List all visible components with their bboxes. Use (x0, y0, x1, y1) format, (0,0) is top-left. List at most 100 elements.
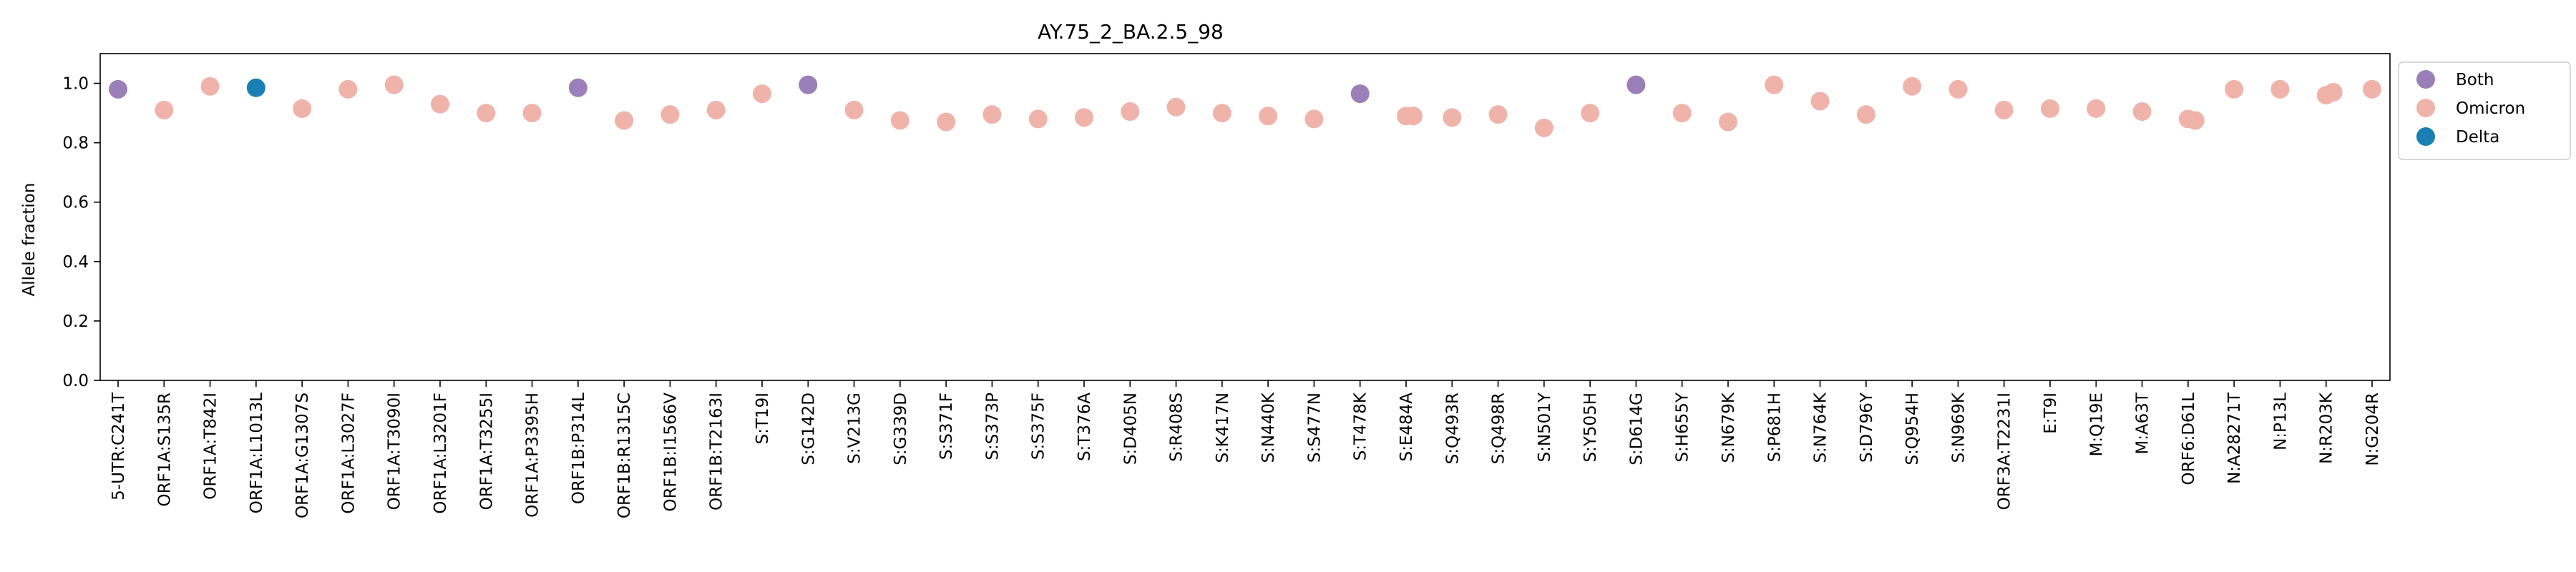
x-tick-label: N:R203K (2318, 392, 2336, 464)
x-tick-label: S:D614G (1627, 393, 1646, 465)
data-point-omicron (1028, 109, 1048, 129)
data-point-omicron (890, 111, 909, 130)
x-tick-label: ORF6:D61L (2180, 393, 2198, 485)
data-point-omicron (1581, 104, 1600, 123)
legend-marker (2416, 70, 2435, 89)
x-tick-label: ORF3A:T2231I (1996, 393, 2014, 510)
data-point-omicron (384, 75, 404, 94)
data-point-both (799, 75, 818, 94)
data-point-omicron (2270, 79, 2290, 99)
data-point-omicron (982, 105, 1002, 124)
data-point-both (109, 79, 127, 99)
data-point-omicron (2041, 99, 2059, 118)
x-tick-label: S:T19I (753, 393, 772, 444)
x-tick-label: ORF1B:T2163I (708, 393, 726, 511)
x-tick-label: S:T376A (1075, 393, 1094, 461)
data-point-delta (246, 78, 265, 97)
y-tick-label: 0.6 (62, 194, 89, 212)
data-point-omicron (1810, 92, 1830, 111)
x-tick-label: ORF1B:P314L (570, 393, 588, 504)
data-point-omicron (2323, 83, 2343, 102)
legend-marker (2416, 127, 2435, 146)
x-tick-label: S:R408S (1168, 393, 1186, 462)
x-tick-label: ORF1A:T3255I (477, 393, 496, 510)
data-point-omicron (338, 79, 358, 99)
x-tick-label: S:D405N (1121, 393, 1140, 465)
x-tick-label: S:Q493R (1443, 393, 1462, 464)
data-point-omicron (522, 104, 542, 123)
y-tick-label: 0.0 (62, 372, 89, 390)
y-tick-label: 1.0 (62, 75, 89, 94)
x-tick-label: S:D796Y (1858, 392, 1876, 463)
x-tick-label: S:Q498R (1490, 393, 1508, 464)
x-tick-label: 5-UTR:C241T (109, 392, 128, 500)
x-tick-label: S:Y505H (1581, 393, 1600, 463)
legend-frame (2398, 61, 2571, 160)
x-tick-label: ORF1A:T842I (202, 393, 220, 500)
data-point-omicron (660, 105, 680, 124)
x-tick-label: ORF1A:L3027F (339, 393, 358, 514)
legend-label: Both (2456, 71, 2494, 89)
data-point-omicron (1994, 100, 2014, 119)
data-point-omicron (1075, 108, 1093, 127)
y-tick-label: 0.8 (62, 134, 89, 153)
x-tick-label: N:G204R (2363, 393, 2382, 466)
x-tick-label: S:S375F (1030, 393, 1048, 460)
data-point-omicron (1304, 109, 1324, 129)
data-point-both (1626, 75, 1646, 94)
x-tick-label: S:N764K (1812, 392, 1830, 463)
data-point-omicron (1404, 107, 1423, 126)
data-point-omicron (155, 100, 174, 119)
data-point-both (568, 78, 587, 97)
legend-label: Delta (2456, 128, 2499, 147)
data-point-omicron (844, 100, 864, 119)
data-point-omicron (431, 94, 449, 114)
x-tick-label: S:E484A (1397, 393, 1416, 462)
data-point-omicron (2132, 102, 2152, 122)
data-point-omicron (615, 111, 634, 130)
plot-area: 0.0 0.2 0.4 0.6 0.8 1.0 5-UTR:C241T ORF1A:S135R… (62, 75, 2382, 519)
data-point-omicron (1856, 105, 1875, 124)
data-point-omicron (1903, 77, 1922, 96)
x-tick-label: S:K417N (1214, 393, 1232, 463)
data-point-omicron (200, 77, 220, 96)
data-point-omicron (1534, 118, 1553, 137)
x-tick-label: ORF1B:R1315C (615, 393, 634, 518)
data-point-omicron (1672, 104, 1692, 123)
x-tick-label: S:G142D (799, 393, 818, 465)
chart-title: AY.75_2_BA.2.5_98 (1038, 20, 1224, 44)
data-point-omicron (1488, 105, 1508, 124)
x-tick-label: S:N501Y (1536, 392, 1554, 462)
x-tick-label: ORF1A:L3201F (431, 393, 450, 514)
data-point-omicron (1259, 107, 1278, 126)
x-tick-label: S:S477N (1305, 393, 1324, 463)
x-tick-label: N:A28271T (2225, 392, 2244, 484)
legend-label: Omicron (2456, 99, 2525, 118)
data-point-omicron (1443, 108, 1462, 127)
x-tick-label: S:N679K (1719, 392, 1738, 463)
x-tick-label: M:Q19E (2087, 393, 2106, 457)
data-point-omicron (937, 112, 956, 132)
data-point-omicron (753, 84, 771, 104)
data-point-omicron (2185, 111, 2205, 130)
data-point-omicron (1765, 75, 1784, 94)
x-tick-label: S:Q954H (1903, 393, 1922, 465)
data-point-omicron (1212, 104, 1231, 123)
data-point-omicron (2363, 79, 2381, 99)
x-tick-label: S:N969K (1949, 392, 1968, 463)
x-tick-label: N:P13L (2271, 393, 2290, 450)
legend-marker (2416, 99, 2435, 117)
x-tick-label: ORF1B:I1566V (661, 393, 680, 512)
x-tick-label: ORF1A:P3395H (524, 393, 542, 518)
y-axis-title: Allele fraction (20, 183, 39, 297)
data-point-omicron (1948, 79, 1968, 99)
data-point-omicron (293, 99, 312, 118)
data-point-omicron (1166, 97, 1186, 117)
y-tick-label: 0.2 (62, 312, 89, 331)
x-tick-label: E:T9I (2041, 393, 2060, 434)
x-tick-label: M:A63T (2134, 392, 2152, 455)
x-tick-label: S:V213G (846, 393, 864, 464)
x-tick-label: ORF1A:S135R (155, 393, 174, 507)
